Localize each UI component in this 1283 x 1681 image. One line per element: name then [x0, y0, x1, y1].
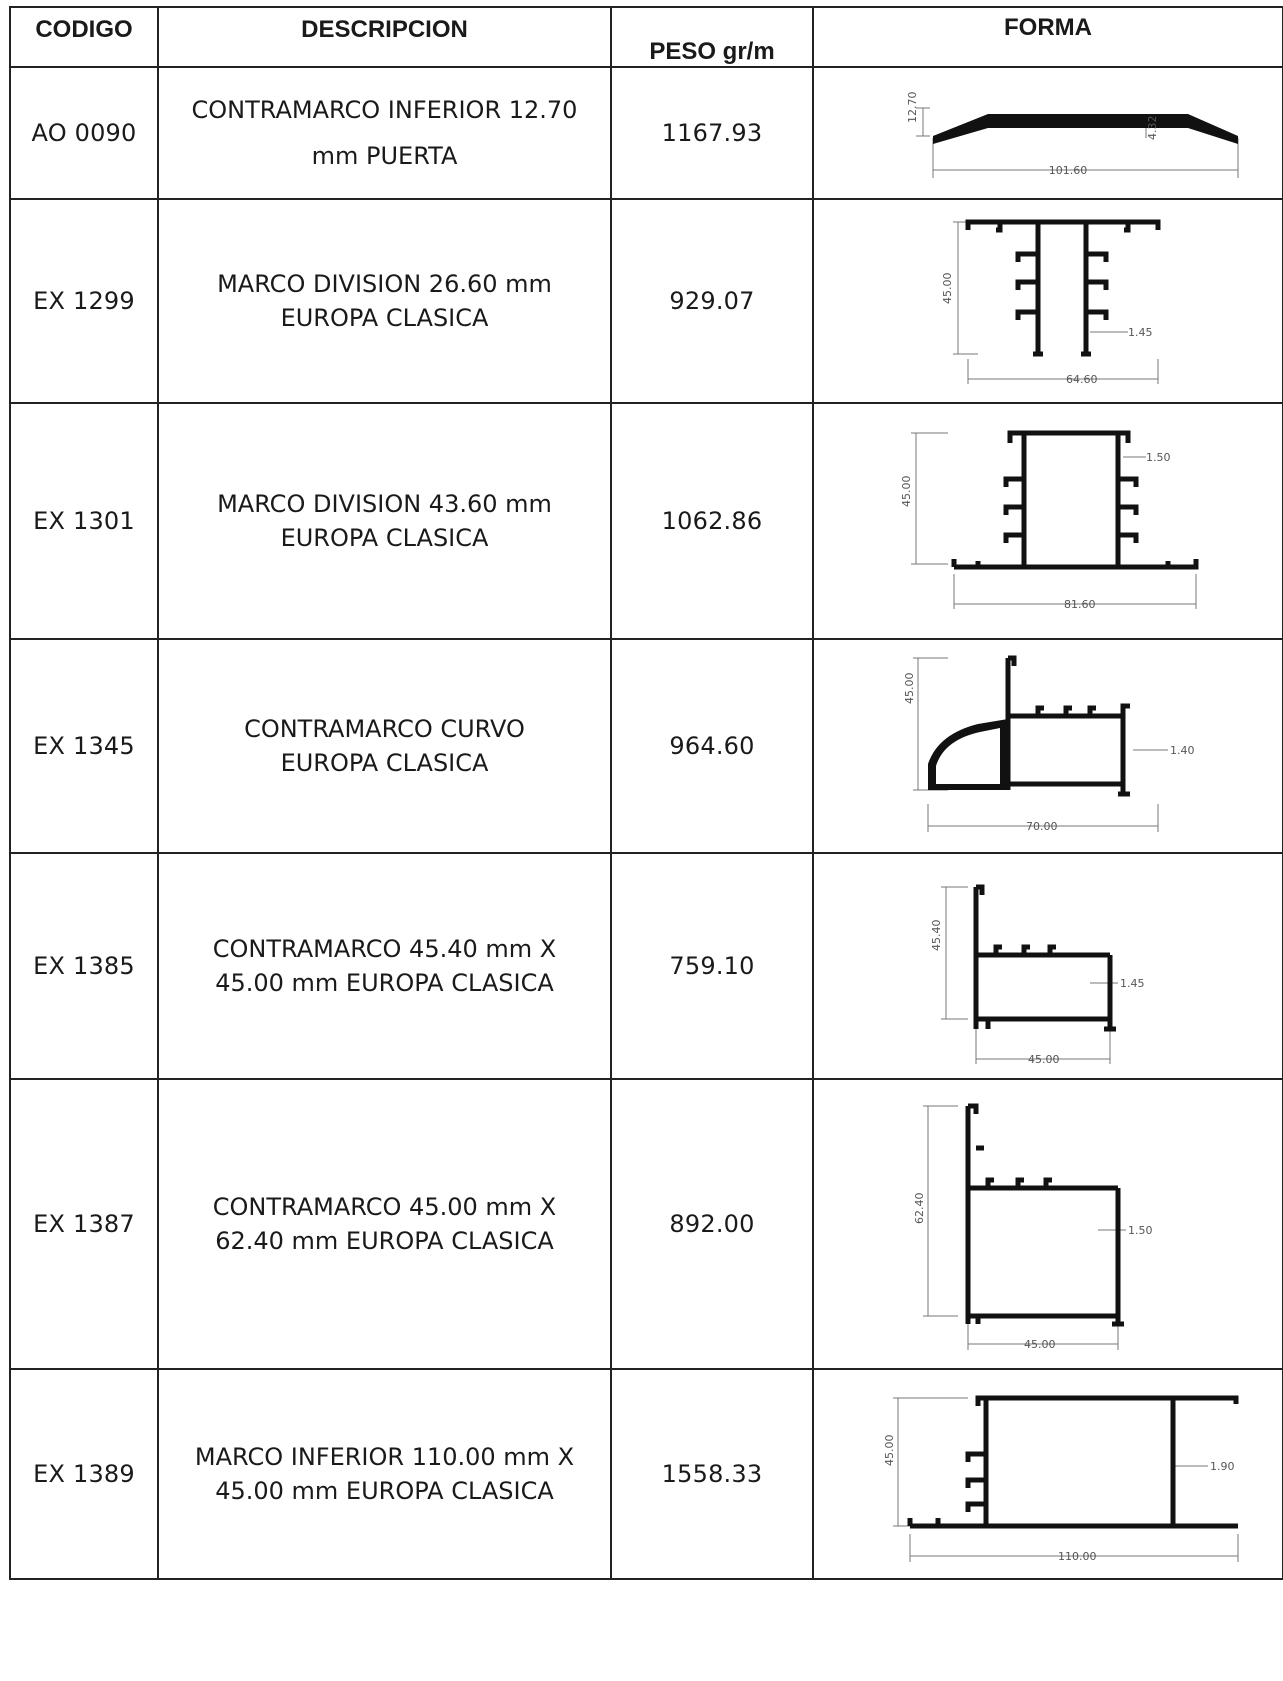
dim-width: 45.00	[1028, 1053, 1060, 1066]
forma-cell: 62.40 1.50 45.00	[812, 1078, 1283, 1370]
codigo-cell: EX 1345	[9, 638, 159, 854]
codigo-cell: EX 1389	[9, 1368, 159, 1580]
profile-drawing: 62.40 1.50 45.00	[913, 1103, 1153, 1351]
header-descripcion: DESCRIPCION	[157, 6, 612, 68]
peso-cell: 964.60	[610, 638, 814, 854]
dim-thickness: 1.90	[1210, 1460, 1235, 1473]
codigo-cell: EX 1385	[9, 852, 159, 1080]
header-peso: PESO gr/m	[610, 6, 814, 68]
descripcion-cell: CONTRAMARCO CURVO EUROPA CLASICA	[157, 638, 612, 854]
forma-cell: 45.00 1.40 70.00	[812, 638, 1283, 854]
profile-drawing: 45.00 1.45 64.60	[941, 219, 1161, 386]
dim-width: 70.00	[1026, 820, 1058, 833]
dim-thickness: 1.45	[1128, 326, 1153, 339]
descripcion-text: CONTRAMARCO 45.00 mm X 62.40 mm EUROPA C…	[212, 1193, 557, 1255]
dim-width: 81.60	[1064, 598, 1096, 611]
descripcion-text: MARCO DIVISION 43.60 mm EUROPA CLASICA	[217, 490, 552, 552]
header-row: CODIGO DESCRIPCION PESO gr/m FORMA	[9, 6, 1283, 68]
dim-thickness: 4.32	[1146, 116, 1159, 141]
dim-thickness: 1.40	[1170, 744, 1195, 757]
descripcion-cell: CONTRAMARCO 45.40 mm X 45.00 mm EUROPA C…	[157, 852, 612, 1080]
dim-height: 12.70	[906, 92, 919, 124]
dim-thickness: 1.50	[1146, 451, 1171, 464]
peso-cell: 759.10	[610, 852, 814, 1080]
dim-height: 45.00	[941, 272, 954, 304]
codigo-cell: EX 1387	[9, 1078, 159, 1370]
dim-height: 45.40	[930, 919, 943, 951]
profile-drawing: 45.00 1.50 81.60	[900, 430, 1199, 611]
peso-cell: 1167.93	[610, 66, 814, 200]
forma-cell: 45.40 1.45 45.00	[812, 852, 1283, 1080]
codigo-cell: EX 1299	[9, 198, 159, 404]
codigo-cell: AO 0090	[9, 66, 159, 200]
peso-cell: 892.00	[610, 1078, 814, 1370]
descripcion-cell: MARCO INFERIOR 110.00 mm X 45.00 mm EURO…	[157, 1368, 612, 1580]
dim-height: 62.40	[913, 1193, 926, 1225]
descripcion-cell: CONTRAMARCO 45.00 mm X 62.40 mm EUROPA C…	[157, 1078, 612, 1370]
profiles-table: CODIGO DESCRIPCION PESO gr/m FORMA AO 00…	[9, 6, 1283, 1580]
table-row: EX 1345 CONTRAMARCO CURVO EUROPA CLASICA…	[9, 638, 1283, 854]
descripcion-cell: MARCO DIVISION 43.60 mm EUROPA CLASICA	[157, 402, 612, 640]
dim-thickness: 1.45	[1120, 977, 1145, 990]
profile-drawing: 45.00 1.40 70.00	[903, 655, 1195, 833]
codigo-cell: EX 1301	[9, 402, 159, 640]
descripcion-text: MARCO INFERIOR 110.00 mm X 45.00 mm EURO…	[194, 1443, 575, 1505]
descripcion-cell: MARCO DIVISION 26.60 mm EUROPA CLASICA	[157, 198, 612, 404]
table-row: EX 1299 MARCO DIVISION 26.60 mm EUROPA C…	[9, 198, 1283, 404]
table-row: AO 0090 CONTRAMARCO INFERIOR 12.70 mm PU…	[9, 66, 1283, 200]
table-row: EX 1301 MARCO DIVISION 43.60 mm EUROPA C…	[9, 402, 1283, 640]
peso-cell: 1062.86	[610, 402, 814, 640]
dim-height: 45.00	[883, 1435, 896, 1467]
table-row: EX 1387 CONTRAMARCO 45.00 mm X 62.40 mm …	[9, 1078, 1283, 1370]
forma-cell: 45.00 1.90 110.00	[812, 1368, 1283, 1580]
descripcion-text: CONTRAMARCO 45.40 mm X 45.00 mm EUROPA C…	[212, 935, 557, 997]
forma-cell: 45.00 1.45 64.60	[812, 198, 1283, 404]
header-forma: FORMA	[812, 6, 1283, 68]
descripcion-text: MARCO DIVISION 26.60 mm EUROPA CLASICA	[217, 270, 552, 332]
peso-cell: 1558.33	[610, 1368, 814, 1580]
dim-width: 110.00	[1058, 1550, 1097, 1563]
forma-cell: 45.00 1.50 81.60	[812, 402, 1283, 640]
table-row: EX 1385 CONTRAMARCO 45.40 mm X 45.00 mm …	[9, 852, 1283, 1080]
descripcion-text: CONTRAMARCO INFERIOR 12.70 mm PUERTA	[191, 96, 578, 170]
dim-height: 45.00	[900, 475, 913, 507]
table-row: EX 1389 MARCO INFERIOR 110.00 mm X 45.00…	[9, 1368, 1283, 1580]
header-codigo: CODIGO	[9, 6, 159, 68]
dim-width: 45.00	[1024, 1338, 1056, 1351]
dim-height: 45.00	[903, 672, 916, 704]
dim-thickness: 1.50	[1128, 1224, 1153, 1237]
dim-width: 64.60	[1066, 373, 1098, 386]
dim-width: 101.60	[1049, 164, 1088, 177]
descripcion-text: CONTRAMARCO CURVO EUROPA CLASICA	[244, 715, 525, 777]
forma-cell: 12.70 4.32 101.60	[812, 66, 1283, 200]
descripcion-cell: CONTRAMARCO INFERIOR 12.70 mm PUERTA	[157, 66, 612, 200]
profile-drawing: 45.00 1.90 110.00	[883, 1395, 1239, 1563]
peso-cell: 929.07	[610, 198, 814, 404]
profile-drawing: 45.40 1.45 45.00	[930, 884, 1145, 1066]
profile-drawing: 12.70 4.32 101.60	[906, 92, 1239, 178]
